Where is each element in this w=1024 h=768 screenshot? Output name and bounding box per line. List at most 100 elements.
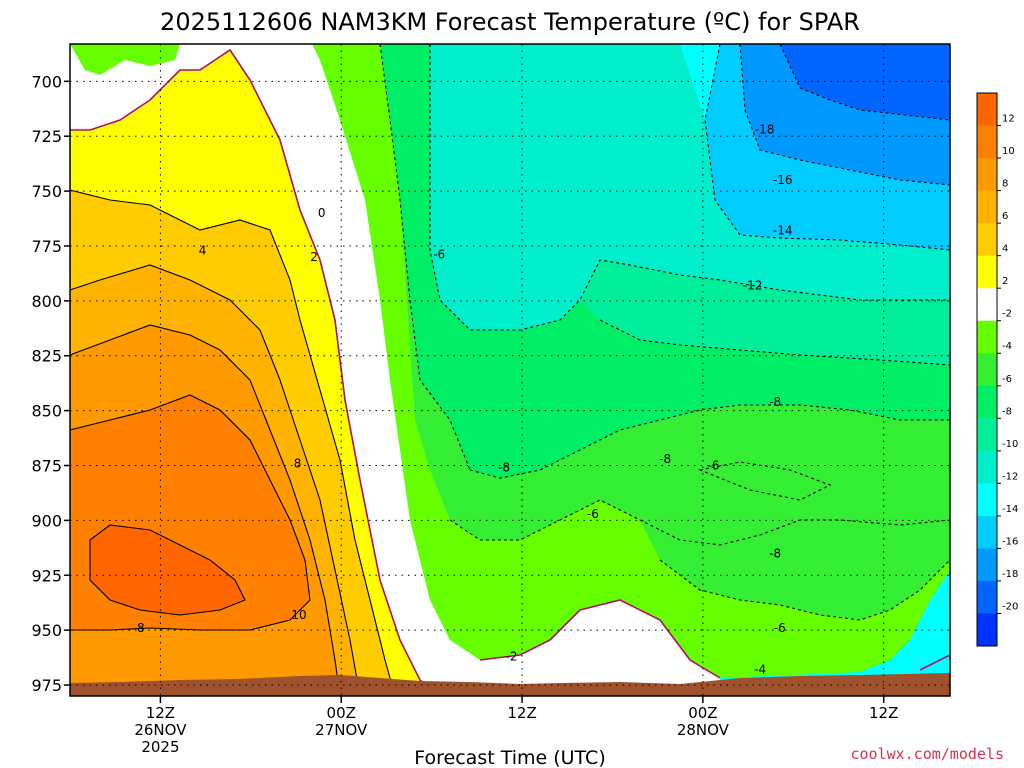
colorbar-label: 8	[1002, 179, 1008, 190]
colorbar-swatch	[977, 548, 997, 582]
x-tick-label: 00Z	[327, 704, 356, 722]
fill-blue-16	[740, 44, 950, 185]
y-tick-label: 700	[31, 72, 62, 91]
terrain	[70, 673, 950, 696]
y-tick-label: 950	[31, 621, 62, 640]
x-tick-label: 00Z	[688, 704, 717, 722]
x-tick-label: 26NOV	[134, 721, 187, 739]
chart-title: 2025112606 NAM3KM Forecast Temperature (…	[160, 8, 860, 36]
colorbar-swatch	[977, 288, 997, 322]
fill-blue-14	[705, 44, 950, 250]
contour-label: 2	[310, 250, 318, 264]
x-tick-label: 12Z	[869, 704, 898, 722]
x-tick-label: 2025	[141, 738, 179, 756]
y-tick-label: 825	[31, 347, 62, 366]
x-tick-label: 12Z	[507, 704, 536, 722]
contour-label: -14	[773, 224, 793, 238]
colorbar-swatch	[977, 190, 997, 224]
fill-orange-12	[90, 525, 245, 615]
contour-label: -6	[433, 248, 445, 262]
colorbar-swatch	[977, 515, 997, 549]
colorbar-label: -16	[1002, 536, 1018, 547]
contour-label: -8	[498, 461, 510, 475]
y-tick-label: 925	[31, 566, 62, 585]
y-tick-label: 800	[31, 292, 62, 311]
colorbar-label: 6	[1002, 211, 1008, 222]
x-tick-label: 28NOV	[677, 721, 730, 739]
colorbar-label: 4	[1002, 244, 1008, 255]
fill-lightgreen	[312, 44, 950, 678]
contour-label: -4	[754, 663, 766, 677]
gridlines	[70, 44, 950, 696]
contour-label: -6	[707, 458, 719, 472]
contour-label: 10	[291, 608, 306, 622]
contour-label: 8	[294, 456, 302, 470]
contour-label: -8	[769, 546, 781, 560]
colorbar-swatch	[977, 613, 997, 647]
y-tick-label: 750	[31, 182, 62, 201]
colorbar-label: 2	[1002, 276, 1008, 287]
contour-label: -16	[773, 173, 793, 187]
contour-label: 8	[137, 621, 145, 635]
contour-label: 0	[318, 206, 326, 220]
colorbar-label: -12	[1002, 471, 1018, 482]
fill-green-pocket	[70, 44, 180, 75]
colorbar-label: 12	[1002, 114, 1015, 125]
contour-label: -18	[755, 123, 775, 137]
x-tick-label: 27NOV	[315, 721, 368, 739]
colorbar-label: -20	[1002, 601, 1018, 612]
credit-link[interactable]: coolwx.com/models	[850, 745, 1004, 763]
colorbar-label: -4	[1002, 341, 1012, 352]
contour-label: -6	[774, 621, 786, 635]
colorbar-swatch	[977, 93, 997, 126]
contour-label: -8	[769, 395, 781, 409]
y-axis: 700 725 750 775 800 825 850 875 900 925 950 975	[31, 72, 70, 695]
colorbar-swatch	[977, 320, 997, 354]
x-tick-label: 12Z	[146, 704, 175, 722]
contour-label: -2	[506, 649, 518, 663]
colorbar-swatch	[977, 353, 997, 387]
contour-label: 4	[199, 243, 207, 257]
contour-label: -12	[743, 278, 763, 292]
colorbar: 12 10 8 6 4 2 -2 -4 -6 -8 -10 -12 -14 -16 -18 -20	[976, 92, 1018, 647]
colorbar-swatch	[977, 385, 997, 419]
contour-label: -6	[587, 507, 599, 521]
colorbar-swatch	[977, 580, 997, 614]
colorbar-label: -6	[1002, 374, 1012, 385]
y-tick-label: 775	[31, 237, 62, 256]
fill-blue-18	[780, 44, 950, 120]
colorbar-swatch	[977, 125, 997, 159]
colorbar-label: -8	[1002, 406, 1012, 417]
contour-label: -8	[659, 452, 671, 466]
temperature-field	[70, 44, 950, 696]
contour-labels: 0 2 4 8 10 8 -6 -8 -2 -6 -8 -6 -18 -16 -14 -12 -8 -8 -6 -4	[137, 123, 793, 677]
colorbar-swatch	[977, 483, 997, 517]
plot-frame	[69, 43, 951, 697]
y-tick-label: 725	[31, 127, 62, 146]
colorbar-swatch	[977, 223, 997, 257]
freezing-line	[70, 48, 950, 696]
fill-white	[180, 44, 720, 696]
colorbar-label: -14	[1002, 504, 1018, 515]
colorbar-swatch	[977, 255, 997, 289]
colorbar-label: -10	[1002, 439, 1018, 450]
x-axis-label: Forecast Time (UTC)	[414, 747, 605, 768]
y-tick-label: 975	[31, 676, 62, 695]
colorbar-label: -2	[1002, 309, 1012, 320]
colorbar-label: -18	[1002, 569, 1018, 580]
colorbar-swatch	[977, 450, 997, 484]
fill-teal	[430, 44, 950, 330]
y-tick-label: 875	[31, 456, 62, 475]
colorbar-frame	[976, 92, 998, 647]
y-tick-label: 900	[31, 511, 62, 530]
fill-aqua	[580, 260, 950, 365]
y-tick-label: 850	[31, 402, 62, 421]
fill-green-bottom	[640, 520, 950, 620]
cold-contours	[379, 44, 950, 679]
colorbar-swatch	[977, 418, 997, 452]
colorbar-label: 10	[1002, 146, 1015, 157]
colorbar-swatch	[977, 158, 997, 191]
fill-green-lower	[400, 200, 950, 545]
